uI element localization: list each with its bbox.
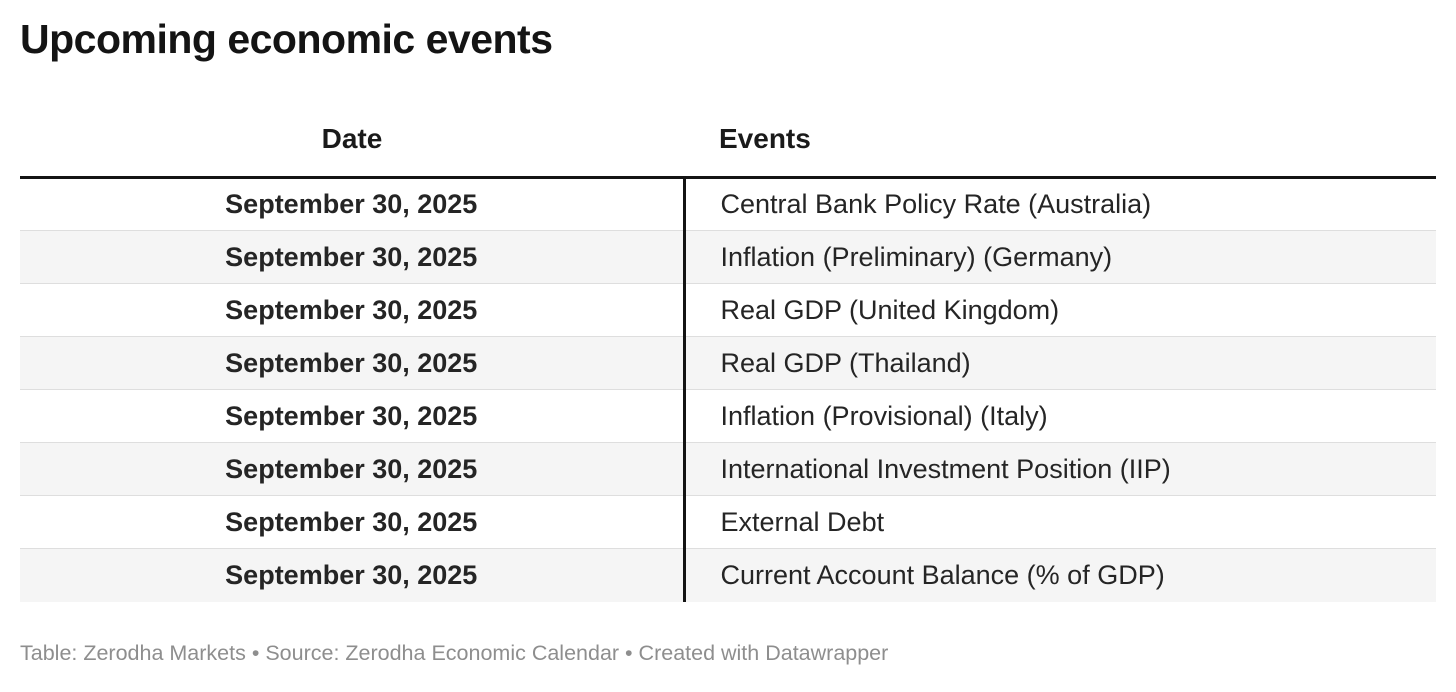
date-cell: September 30, 2025 xyxy=(20,336,684,390)
table-row: September 30, 2025 Inflation (Provisional… xyxy=(20,389,1436,443)
event-cell: Inflation (Preliminary) (Germany) xyxy=(682,230,1436,284)
event-cell: External Debt xyxy=(682,495,1436,549)
table-row: September 30, 2025 Inflation (Preliminary… xyxy=(20,230,1436,284)
date-cell: September 30, 2025 xyxy=(20,548,684,602)
table-row: September 30, 2025 Real GDP (United Kingd… xyxy=(20,283,1436,337)
economic-events-table: Date Events September 30, 2025 Central Ba… xyxy=(20,65,1436,602)
event-cell: Central Bank Policy Rate (Australia) xyxy=(682,177,1436,231)
table-header: Date Events xyxy=(20,65,1436,180)
event-cell: Real GDP (Thailand) xyxy=(682,336,1436,390)
column-header-date: Date xyxy=(20,65,684,180)
date-cell: September 30, 2025 xyxy=(20,389,684,443)
table-row: September 30, 2025 Real GDP (Thailand) xyxy=(20,336,1436,390)
attribution-footer: Table: Zerodha Markets • Source: Zerodha… xyxy=(20,640,889,665)
table-body: September 30, 2025 Central Bank Policy Ra… xyxy=(20,177,1436,602)
table-row: September 30, 2025 International Investme… xyxy=(20,442,1436,496)
page-title: Upcoming economic events xyxy=(20,16,553,62)
event-cell: Current Account Balance (% of GDP) xyxy=(682,548,1436,602)
table-row: September 30, 2025 Central Bank Policy Ra… xyxy=(20,177,1436,231)
date-cell: September 30, 2025 xyxy=(20,230,684,284)
header-row: Date Events xyxy=(20,65,1436,180)
date-cell: September 30, 2025 xyxy=(20,283,684,337)
column-header-events: Events xyxy=(684,65,1436,180)
event-cell: Inflation (Provisional) (Italy) xyxy=(682,389,1436,443)
table-row: September 30, 2025 External Debt xyxy=(20,495,1436,549)
event-cell: International Investment Position (IIP) xyxy=(682,442,1436,496)
page: Upcoming economic events Date Events Sep… xyxy=(20,16,1436,665)
event-cell: Real GDP (United Kingdom) xyxy=(682,283,1436,337)
date-cell: September 30, 2025 xyxy=(225,189,478,220)
date-cell: September 30, 2025 xyxy=(20,495,684,549)
date-cell: September 30, 2025 xyxy=(20,442,684,496)
table-row: September 30, 2025 Current Account Balanc… xyxy=(20,548,1436,602)
